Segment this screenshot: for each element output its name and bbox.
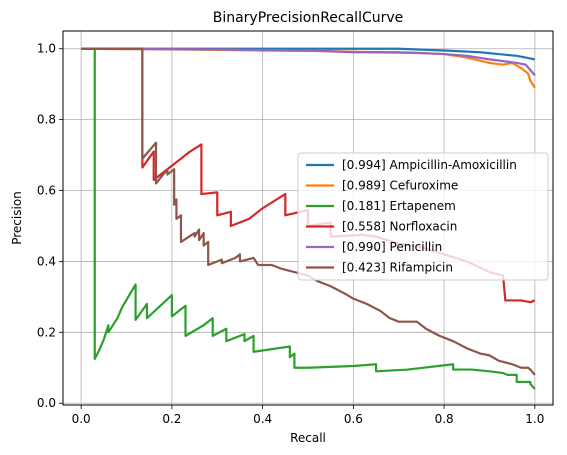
x-tick-label: 0.4 [253,412,272,426]
x-axis-title: Recall [290,431,326,445]
legend-label: [0.181] Ertapenem [342,199,456,213]
x-tick-label: 0.0 [72,412,91,426]
legend-label: [0.423] Rifampicin [342,261,453,275]
y-tick-label: 0.4 [37,254,56,268]
legend-label: [0.558] Norfloxacin [342,220,457,234]
y-tick-label: 0.2 [37,325,56,339]
y-tick-label: 0.8 [37,113,56,127]
y-axis-title: Precision [10,191,24,245]
x-tick-label: 1.0 [525,412,544,426]
chart-title: BinaryPrecisionRecallCurve [213,10,404,26]
x-tick-label: 0.6 [344,412,363,426]
x-tick-label: 0.8 [435,412,454,426]
y-tick-label: 0.6 [37,184,56,198]
y-tick-label: 0.0 [37,396,56,410]
y-tick-label: 1.0 [37,42,56,56]
x-tick-label: 0.2 [162,412,181,426]
legend-label: [0.994] Ampicillin-Amoxicillin [342,158,517,172]
legend: [0.994] Ampicillin-Amoxicillin [0.989] Ce… [298,153,548,280]
legend-label: [0.990] Penicillin [342,240,442,254]
legend-label: [0.989] Cefuroxime [342,179,458,193]
